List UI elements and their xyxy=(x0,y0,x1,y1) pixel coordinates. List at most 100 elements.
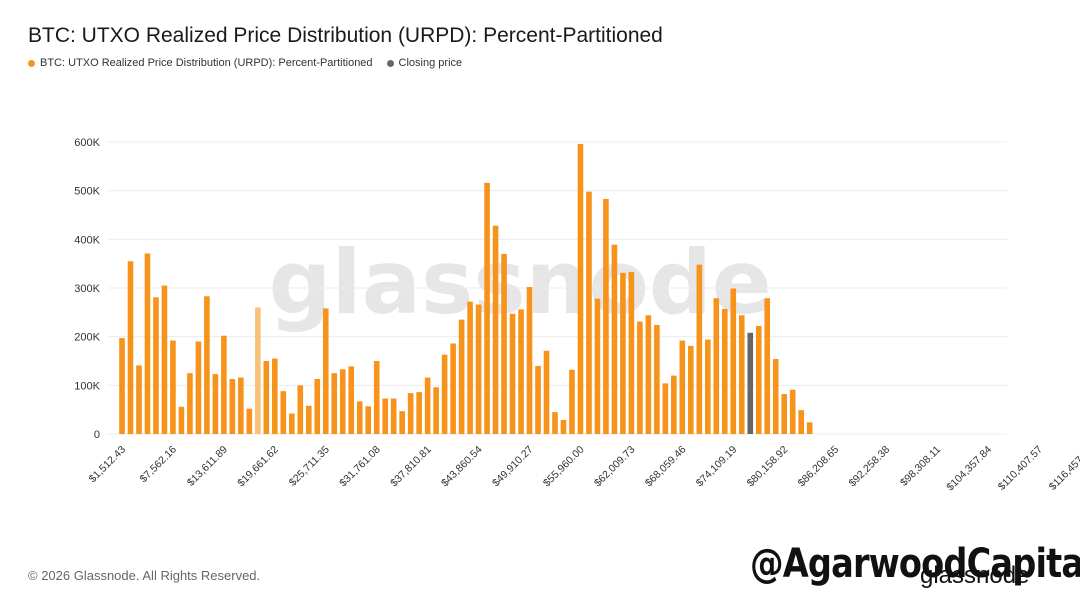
bar[interactable] xyxy=(509,313,516,434)
bar[interactable] xyxy=(280,391,287,434)
bar[interactable] xyxy=(170,340,176,434)
bar[interactable] xyxy=(263,361,270,434)
y-tick-label: 0 xyxy=(94,429,100,441)
bar[interactable] xyxy=(526,287,533,434)
bar[interactable] xyxy=(314,379,321,434)
legend-item-urpd[interactable]: BTC: UTXO Realized Price Distribution (U… xyxy=(28,57,373,69)
bar[interactable] xyxy=(764,298,771,434)
bar[interactable] xyxy=(552,412,558,434)
bar[interactable] xyxy=(416,392,422,434)
bar[interactable] xyxy=(204,296,210,434)
x-tick-label: $68,059.46 xyxy=(643,444,689,490)
bar[interactable] xyxy=(671,375,677,434)
bar[interactable] xyxy=(458,319,465,434)
bar[interactable] xyxy=(738,315,745,434)
bar[interactable] xyxy=(798,410,804,434)
bar[interactable] xyxy=(781,394,788,434)
bar[interactable] xyxy=(806,422,813,434)
bar[interactable] xyxy=(577,143,584,434)
bar[interactable] xyxy=(654,324,660,434)
bar[interactable] xyxy=(441,354,448,434)
bar[interactable] xyxy=(356,401,363,434)
bar[interactable] xyxy=(382,398,388,434)
bar[interactable] xyxy=(560,419,567,434)
bar[interactable] xyxy=(789,389,796,434)
bar[interactable] xyxy=(136,365,142,434)
bar[interactable] xyxy=(373,361,380,434)
bar[interactable] xyxy=(229,379,236,434)
bar[interactable] xyxy=(543,350,550,434)
bar[interactable] xyxy=(424,377,431,434)
y-axis: 0 100K 200K 300K 400K 500K 600K xyxy=(74,137,100,441)
bar[interactable] xyxy=(730,288,737,434)
bar[interactable] xyxy=(187,373,193,434)
x-tick-label: $74,109.19 xyxy=(694,444,740,490)
bar[interactable] xyxy=(390,398,397,434)
bar[interactable] xyxy=(688,345,694,434)
bar[interactable] xyxy=(484,182,490,434)
y-tick-label: 300K xyxy=(74,283,100,295)
closing-price-bar[interactable] xyxy=(747,332,754,434)
bar[interactable] xyxy=(127,261,134,434)
bar[interactable] xyxy=(178,406,185,434)
bar[interactable] xyxy=(339,369,346,434)
bar[interactable] xyxy=(365,406,372,434)
bar[interactable] xyxy=(611,244,618,434)
bar[interactable] xyxy=(297,385,304,434)
bar[interactable] xyxy=(603,198,609,434)
bar[interactable] xyxy=(450,343,456,434)
y-tick-label: 400K xyxy=(74,234,100,246)
bar[interactable] xyxy=(755,325,762,434)
bar[interactable] xyxy=(221,335,227,434)
bar[interactable] xyxy=(679,340,686,434)
bar[interactable] xyxy=(628,271,635,434)
bar[interactable] xyxy=(467,301,473,434)
bar[interactable] xyxy=(662,383,669,434)
bar[interactable] xyxy=(713,298,720,434)
y-tick-label: 600K xyxy=(74,137,100,149)
bar[interactable] xyxy=(305,405,312,434)
bar[interactable] xyxy=(620,272,626,434)
bar[interactable] xyxy=(212,374,219,434)
bar[interactable] xyxy=(433,387,439,434)
bar[interactable] xyxy=(246,408,253,434)
x-tick-label: $43,860.54 xyxy=(439,444,485,490)
bar[interactable] xyxy=(569,369,575,434)
bar[interactable] xyxy=(119,338,125,434)
bar[interactable] xyxy=(501,253,507,434)
bar[interactable] xyxy=(322,308,329,434)
bar[interactable] xyxy=(594,298,601,434)
bar[interactable] xyxy=(535,365,541,434)
x-tick-label: $49,910.27 xyxy=(490,444,536,490)
bar[interactable] xyxy=(272,358,278,434)
bar[interactable] xyxy=(696,264,703,434)
x-tick-label: $31,761.08 xyxy=(337,444,383,490)
x-tick-label: $7,562.16 xyxy=(138,444,180,486)
bar[interactable] xyxy=(399,411,405,434)
bar[interactable] xyxy=(238,377,244,434)
bar[interactable] xyxy=(492,225,499,434)
bar[interactable] xyxy=(586,191,592,434)
x-tick-label: $55,960.00 xyxy=(541,444,587,490)
legend-label-urpd: BTC: UTXO Realized Price Distribution (U… xyxy=(40,57,373,69)
bar[interactable] xyxy=(331,373,338,434)
bar[interactable] xyxy=(289,413,295,434)
bar[interactable] xyxy=(637,321,643,434)
bar[interactable] xyxy=(161,285,168,434)
bar[interactable] xyxy=(772,359,779,434)
x-tick-label: $19,661.62 xyxy=(235,444,281,490)
bar[interactable] xyxy=(705,339,711,434)
bar[interactable] xyxy=(195,341,202,434)
bar[interactable] xyxy=(348,366,355,434)
bar[interactable] xyxy=(518,309,524,434)
x-tick-label: $80,158.92 xyxy=(745,444,791,490)
bar[interactable] xyxy=(255,307,261,434)
bar[interactable] xyxy=(153,297,159,434)
bar[interactable] xyxy=(407,393,414,434)
legend-item-closing-price[interactable]: Closing price xyxy=(386,57,462,69)
bar[interactable] xyxy=(144,253,151,434)
bar[interactable] xyxy=(721,308,728,434)
bar[interactable] xyxy=(475,304,482,434)
bar[interactable] xyxy=(645,315,652,434)
